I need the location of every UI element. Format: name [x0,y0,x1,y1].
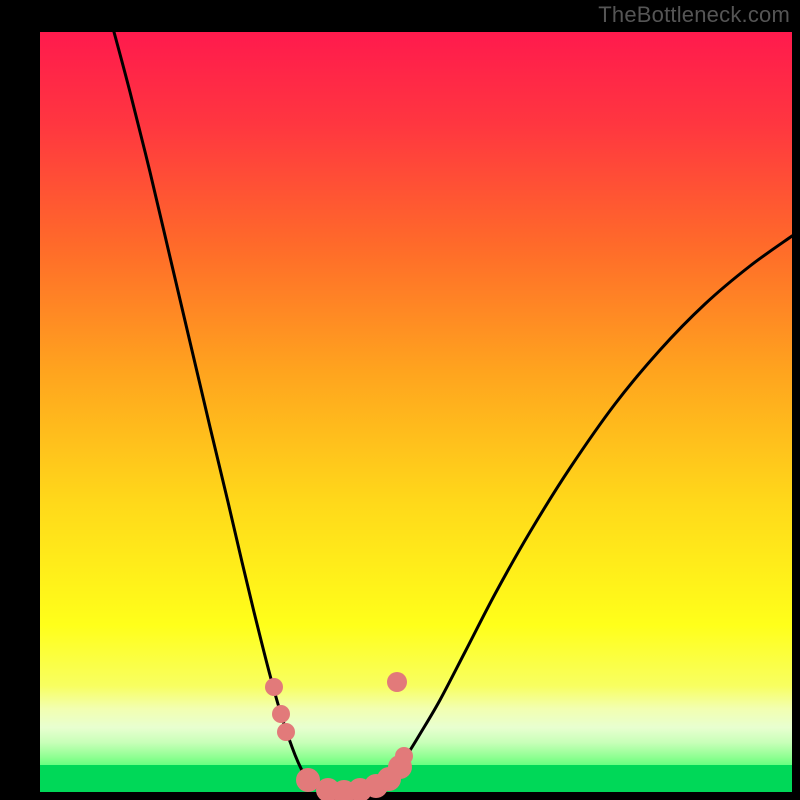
right-curve [350,236,792,792]
data-marker [277,723,295,741]
data-marker [272,705,290,723]
left-curve [114,32,350,792]
data-marker [387,672,407,692]
watermark-text: TheBottleneck.com [598,2,790,28]
data-marker [265,678,283,696]
plot-area [40,32,792,792]
curves-layer [40,32,792,792]
chart-frame: TheBottleneck.com [0,0,800,800]
data-marker [395,747,413,765]
